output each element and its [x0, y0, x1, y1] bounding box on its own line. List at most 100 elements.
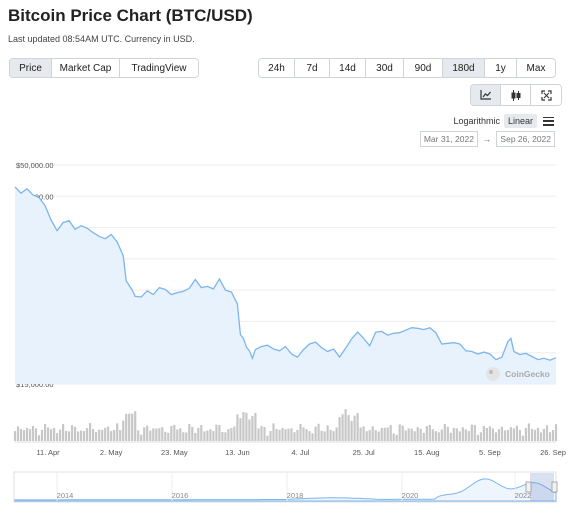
volume-bar [338, 417, 341, 441]
coingecko-watermark: CoinGecko [486, 367, 550, 381]
volume-bar [47, 427, 50, 441]
navigator[interactable]: 2014 2016 2018 2020 2022 [13, 471, 558, 503]
watermark-text: CoinGecko [505, 369, 550, 379]
tab-tradingview[interactable]: TradingView [120, 59, 198, 77]
volume-bar [137, 430, 140, 441]
volume-bar [122, 420, 125, 441]
volume-bar [269, 431, 272, 441]
range-30d-button[interactable]: 30d [366, 59, 404, 77]
volume-bar [260, 425, 263, 441]
volume-bar [422, 432, 425, 441]
volume-bar [194, 432, 197, 441]
fullscreen-icon [540, 89, 552, 101]
last-updated-text: Last updated 08:54AM UTC. Currency in US… [8, 34, 195, 44]
volume-bar [437, 432, 440, 441]
volume-bar [170, 426, 173, 441]
volume-bar [452, 427, 455, 441]
volume-bar [101, 429, 104, 441]
volume-bar [377, 431, 380, 441]
x-tick-label: 23. May [161, 448, 188, 457]
x-tick-label: 25. Jul [353, 448, 375, 457]
linear-option[interactable]: Linear [503, 114, 537, 128]
volume-bar [134, 411, 137, 441]
line-chart-button[interactable] [471, 85, 501, 105]
volume-bar [455, 428, 458, 441]
volume-bar [518, 429, 521, 441]
x-tick-label: 11. Apr [36, 448, 60, 457]
volume-bar [266, 435, 269, 441]
volume-bar [434, 431, 437, 441]
volume-bar [56, 433, 59, 441]
volume-bar [527, 423, 530, 441]
coingecko-logo-icon [486, 367, 500, 381]
volume-bar [83, 431, 86, 441]
range-180d-button[interactable]: 180d [443, 59, 485, 77]
volume-bar [19, 428, 23, 441]
navigator-handle-left[interactable] [525, 481, 532, 493]
volume-bar [188, 424, 191, 441]
volume-bar [287, 428, 290, 441]
range-tab-group: 24h 7d 14d 30d 90d 180d 1y Max [258, 58, 556, 78]
volume-bar [344, 409, 347, 441]
tab-market-cap[interactable]: Market Cap [52, 59, 120, 77]
volume-bar [539, 432, 543, 441]
navigator-handle-right[interactable] [551, 481, 558, 493]
volume-bar [239, 418, 242, 441]
volume-bar [374, 430, 377, 441]
volume-bar [290, 428, 293, 441]
volume-bar [236, 414, 239, 441]
volume-bar [299, 424, 302, 441]
volume-bar [263, 427, 266, 441]
volume-bar [509, 427, 512, 441]
volume-bar [104, 427, 107, 441]
volume-bar [368, 430, 371, 441]
range-1y-button[interactable]: 1y [485, 59, 517, 77]
range-max-button[interactable]: Max [517, 59, 555, 77]
volume-bar [22, 430, 26, 441]
range-24h-button[interactable]: 24h [259, 59, 295, 77]
volume-bar [476, 434, 479, 441]
volume-bar [461, 427, 464, 441]
volume-bar [533, 429, 537, 441]
volume-bar [221, 432, 224, 441]
page-title: Bitcoin Price Chart (BTC/USD) [8, 6, 253, 25]
volume-bar [37, 435, 41, 441]
volume-bar [284, 429, 287, 441]
volume-bar [98, 429, 101, 441]
volume-bar [107, 426, 110, 441]
volume-bar [464, 429, 467, 441]
logarithmic-option[interactable]: Logarithmic [453, 116, 500, 126]
volume-bar [74, 426, 77, 441]
navigator-year-label: 2016 [172, 491, 189, 500]
volume-bar [185, 432, 188, 441]
date-to-input[interactable]: Sep 26, 2022 [496, 131, 555, 147]
volume-bar [350, 420, 353, 441]
price-area [15, 186, 556, 384]
volume-bar [68, 431, 71, 441]
volume-bar [416, 427, 419, 441]
volume-bar [125, 413, 128, 441]
volume-bar [362, 426, 365, 441]
volume-bar [248, 419, 251, 441]
volume-bar [494, 432, 497, 441]
hamburger-menu-icon[interactable] [543, 116, 554, 126]
volume-bar [401, 425, 404, 441]
candlestick-button[interactable] [501, 85, 531, 105]
date-from-input[interactable]: Mar 31, 2022 [419, 131, 478, 147]
volume-bar [500, 426, 503, 441]
volume-bar [230, 428, 233, 441]
range-90d-button[interactable]: 90d [404, 59, 443, 77]
volume-bar [467, 431, 470, 441]
range-14d-button[interactable]: 14d [330, 59, 366, 77]
fullscreen-button[interactable] [531, 85, 561, 105]
navigator-selection[interactable] [530, 473, 554, 501]
volume-bar [341, 414, 344, 441]
volume-bar [512, 428, 515, 441]
volume-bar [242, 412, 245, 441]
tab-price[interactable]: Price [10, 59, 52, 77]
volume-bar [446, 426, 449, 441]
volume-bar [161, 427, 164, 441]
volume-bar [92, 429, 95, 441]
range-7d-button[interactable]: 7d [295, 59, 330, 77]
